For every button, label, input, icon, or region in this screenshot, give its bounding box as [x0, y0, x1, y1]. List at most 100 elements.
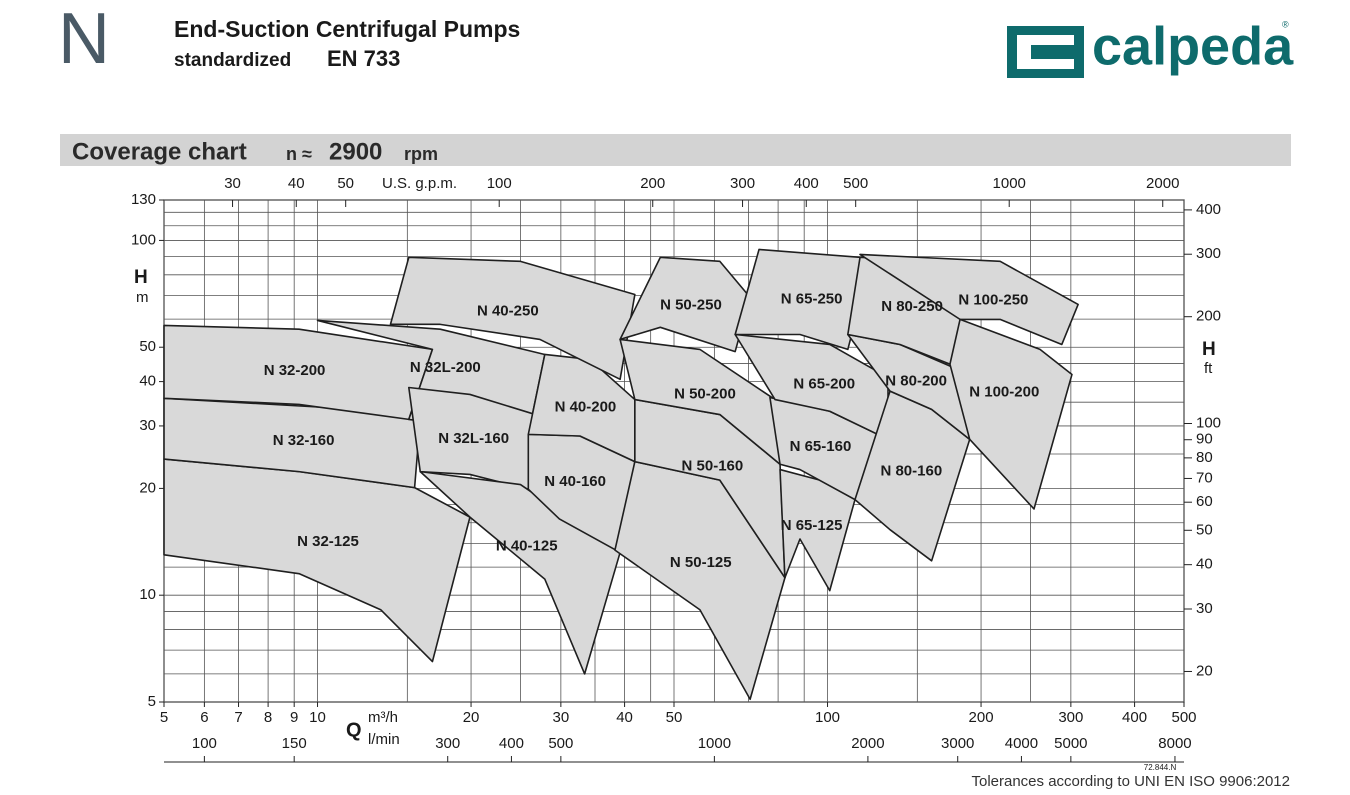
region-label: N 50-160: [682, 457, 744, 474]
x-tick-label: 500: [1171, 709, 1196, 726]
region-label: N 100-250: [958, 292, 1028, 309]
speed-unit: rpm: [404, 144, 438, 164]
x-tick-label: 7: [234, 709, 242, 726]
y-tick-label: 10: [139, 586, 156, 603]
top-tick-label: 30: [224, 175, 241, 192]
y2-label: H: [1202, 339, 1216, 360]
y-label: H: [134, 267, 148, 288]
y-tick-label: 20: [139, 479, 156, 496]
region-label: N 32-160: [273, 432, 335, 449]
y-tick-label: 100: [131, 231, 156, 248]
region-label: N 50-125: [670, 554, 732, 571]
logo-text: calpeda: [1092, 16, 1294, 76]
y2-tick-label: 70: [1196, 469, 1213, 486]
y-tick-label: 5: [148, 693, 156, 710]
x2-tick-label: 500: [548, 735, 573, 752]
x-tick-label: 50: [666, 709, 683, 726]
coverage-region: [949, 318, 1073, 510]
region-label: N 100-200: [969, 384, 1039, 401]
x2-tick-label: 2000: [851, 735, 884, 752]
y-unit: m: [136, 289, 149, 306]
section-title: Coverage chart: [72, 138, 247, 165]
region-label: N 65-200: [793, 375, 855, 392]
region-label: N 80-250: [881, 298, 943, 315]
y2-tick-label: 90: [1196, 431, 1213, 448]
region-label: N 32L-160: [438, 430, 509, 447]
y2-tick-label: 400: [1196, 201, 1221, 218]
region-label: N 40-250: [477, 302, 539, 319]
region-label: N 40-160: [544, 473, 606, 490]
x-label: Q: [346, 719, 362, 741]
y2-tick-label: 80: [1196, 449, 1213, 466]
top-tick-label: 100: [487, 175, 512, 192]
x-tick-label: 10: [309, 709, 326, 726]
x-tick-label: 5: [160, 709, 168, 726]
region-label: N 32-125: [297, 533, 359, 550]
x-tick-label: 40: [616, 709, 633, 726]
y2-tick-label: 300: [1196, 245, 1221, 262]
region-label: N 65-160: [790, 438, 852, 455]
coverage-region: [619, 256, 751, 353]
series-letter: N: [58, 0, 110, 79]
x2-tick-label: 5000: [1054, 735, 1087, 752]
x-tick-label: 30: [553, 709, 570, 726]
x-unit: m³/h: [368, 709, 398, 726]
region-label: N 32L-200: [410, 359, 481, 376]
top-tick-label: 1000: [993, 175, 1026, 192]
x-tick-label: 8: [264, 709, 272, 726]
logo: calpeda ®: [1007, 16, 1294, 78]
region-label: N 40-125: [496, 537, 558, 554]
y-tick-label: 30: [139, 417, 156, 434]
y-tick-label: 130: [131, 191, 156, 208]
region-label: N 65-250: [781, 290, 843, 307]
footer-code: 72.844.N: [1144, 763, 1177, 772]
subtitle-prefix: standardized: [174, 50, 291, 71]
region-label: N 65-125: [781, 517, 843, 534]
logo-mark: ®: [1282, 19, 1289, 29]
top-tick-label: 200: [640, 175, 665, 192]
x-tick-label: 100: [815, 709, 840, 726]
y2-tick-label: 50: [1196, 521, 1213, 538]
x2-tick-label: 400: [499, 735, 524, 752]
speed-symbol: n ≈: [286, 144, 312, 164]
y2-tick-label: 100: [1196, 414, 1221, 431]
x2-tick-label: 8000: [1158, 735, 1191, 752]
top-unit: U.S. g.p.m.: [382, 175, 457, 192]
title: End-Suction Centrifugal Pumps: [174, 16, 520, 42]
region-label: N 50-200: [674, 385, 736, 402]
top-tick-label: 2000: [1146, 175, 1179, 192]
x2-unit: l/min: [368, 731, 400, 748]
x2-tick-label: 4000: [1005, 735, 1038, 752]
y2-tick-label: 200: [1196, 308, 1221, 325]
y-tick-label: 40: [139, 373, 156, 390]
x2-tick-label: 1000: [698, 735, 731, 752]
x2-tick-label: 300: [435, 735, 460, 752]
region-label: N 40-200: [555, 399, 617, 416]
x-tick-label: 20: [463, 709, 480, 726]
x2-tick-label: 150: [282, 735, 307, 752]
logo-icon-bar: [1031, 45, 1084, 59]
top-tick-label: 40: [288, 175, 305, 192]
speed: 2900: [329, 138, 382, 165]
footer-note: Tolerances according to UNI EN ISO 9906:…: [971, 773, 1290, 790]
y2-tick-label: 40: [1196, 556, 1213, 573]
y-tick-label: 50: [139, 338, 156, 355]
region-label: N 80-160: [880, 463, 942, 480]
section-bar: [60, 134, 1291, 166]
y2-tick-label: 20: [1196, 662, 1213, 679]
subtitle-code: EN 733: [327, 46, 400, 71]
x-tick-label: 300: [1058, 709, 1083, 726]
x2-tick-label: 100: [192, 735, 217, 752]
top-tick-label: 500: [843, 175, 868, 192]
top-tick-label: 50: [337, 175, 354, 192]
x-tick-label: 400: [1122, 709, 1147, 726]
region-label: N 80-200: [885, 372, 947, 389]
coverage-region: [389, 256, 636, 381]
y2-tick-label: 60: [1196, 493, 1213, 510]
x-tick-label: 200: [969, 709, 994, 726]
y2-unit: ft: [1204, 360, 1213, 377]
top-tick-label: 300: [730, 175, 755, 192]
region-label: N 50-250: [660, 297, 722, 314]
x2-tick-label: 3000: [941, 735, 974, 752]
